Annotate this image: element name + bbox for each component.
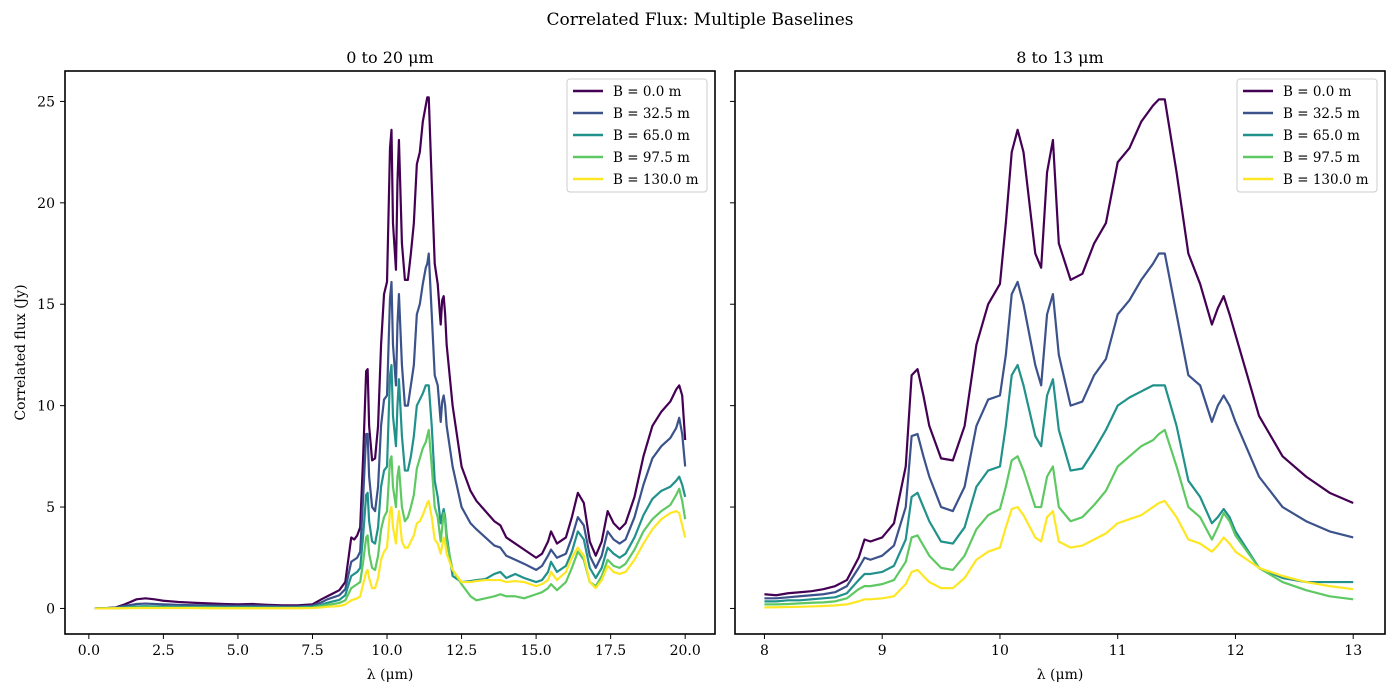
legend-entry: B = 32.5 m bbox=[1283, 106, 1360, 122]
series-line-1 bbox=[764, 252, 1354, 600]
y-tick-label: 0 bbox=[46, 601, 55, 617]
y-tick-label: 15 bbox=[37, 297, 55, 313]
y-tick-label: 5 bbox=[46, 500, 55, 516]
legend-entry: B = 32.5 m bbox=[613, 106, 690, 122]
legend: B = 0.0 m B = 32.5 m B = 65.0 m B = 97.5 m B… bbox=[566, 78, 708, 193]
x-tick-label: 12 bbox=[1227, 643, 1245, 659]
y-axis-label: Correlated flux (Jy) bbox=[13, 284, 29, 420]
x-tick-label: 2.5 bbox=[152, 643, 174, 659]
panel-title: 0 to 20 μm bbox=[346, 48, 433, 67]
series-line-3 bbox=[764, 428, 1354, 606]
x-tick-label: 9 bbox=[878, 643, 887, 659]
x-tick-label: 10 bbox=[991, 643, 1009, 659]
legend: B = 0.0 m B = 32.5 m B = 65.0 m B = 97.5 m B… bbox=[1236, 78, 1378, 193]
x-tick-label: 11 bbox=[1109, 643, 1127, 659]
y-tick-label: 25 bbox=[37, 94, 55, 110]
x-tick-label: 10.0 bbox=[371, 643, 402, 659]
x-tick-label: 0.0 bbox=[78, 643, 100, 659]
series-line-4 bbox=[764, 499, 1354, 609]
panel-right: 8 to 13 μm 8 9 10 11 12 13 λ (μm) B = 0.0 m B = 3… bbox=[730, 48, 1386, 683]
y-tick-label: 10 bbox=[37, 399, 55, 415]
legend-entry: B = 130.0 m bbox=[1283, 172, 1369, 188]
x-tick-label: 8 bbox=[760, 643, 769, 659]
axes-frame bbox=[734, 70, 1386, 635]
x-tick-label: 12.5 bbox=[446, 643, 477, 659]
x-tick-label: 17.5 bbox=[595, 643, 626, 659]
x-axis-label: λ (μm) bbox=[1037, 667, 1084, 683]
legend-entry: B = 0.0 m bbox=[613, 84, 682, 100]
legend-box bbox=[1236, 78, 1378, 193]
series-line-4 bbox=[94, 499, 687, 610]
panel-title: 8 to 13 μm bbox=[1016, 48, 1103, 67]
series-line-2 bbox=[764, 363, 1354, 603]
x-tick-label: 7.5 bbox=[301, 643, 323, 659]
legend-entry: B = 65.0 m bbox=[613, 128, 690, 144]
x-axis-label: λ (μm) bbox=[367, 667, 414, 683]
x-tick-label: 20.0 bbox=[670, 643, 701, 659]
legend-entry: B = 0.0 m bbox=[1283, 84, 1352, 100]
x-tick-label: 15.0 bbox=[521, 643, 552, 659]
legend-entry: B = 97.5 m bbox=[613, 150, 690, 166]
axes-frame bbox=[64, 70, 716, 635]
panel-left: 0 to 20 μm 0.0 2.5 5.0 7.5 10.0 12.5 15.0 17.5 20… bbox=[13, 48, 716, 683]
legend-box bbox=[566, 78, 708, 193]
series-line-2 bbox=[94, 363, 687, 610]
x-tick-label: 13 bbox=[1344, 643, 1362, 659]
legend-entry: B = 130.0 m bbox=[613, 172, 699, 188]
legend-entry: B = 97.5 m bbox=[1283, 150, 1360, 166]
series-line-0 bbox=[764, 98, 1354, 597]
y-tick-label: 20 bbox=[37, 196, 55, 212]
x-tick-label: 5.0 bbox=[227, 643, 249, 659]
figure-title: Correlated Flux: Multiple Baselines bbox=[546, 10, 854, 30]
legend-entry: B = 65.0 m bbox=[1283, 128, 1360, 144]
